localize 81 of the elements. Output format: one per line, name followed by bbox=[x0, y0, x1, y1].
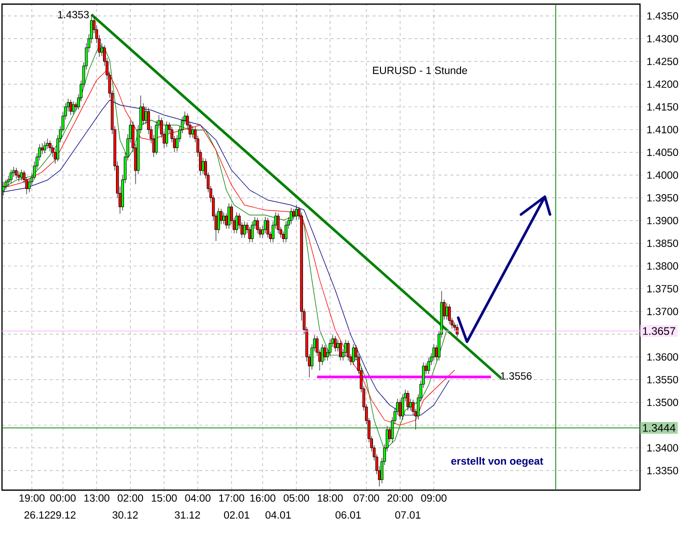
y-tick-label: 1.3600 bbox=[647, 353, 678, 361]
ref-line-label: 1.3444 bbox=[643, 424, 676, 432]
y-tick-label: 1.4350 bbox=[647, 12, 678, 20]
candlestick bbox=[235, 212, 238, 234]
candlestick bbox=[290, 208, 293, 224]
text: 07.01 bbox=[395, 511, 420, 519]
y-tick-label: 1.3750 bbox=[647, 285, 678, 292]
y-tick-label: 1.3900 bbox=[647, 216, 678, 224]
candlestick bbox=[427, 358, 430, 374]
candlestick bbox=[69, 99, 72, 116]
text: EURUSD - 1 Stunde bbox=[373, 66, 468, 74]
x-tick-label: 20:00 bbox=[388, 494, 413, 502]
candlestick bbox=[40, 143, 44, 154]
text: 06.01 bbox=[336, 511, 361, 519]
text: 30.12 bbox=[112, 511, 138, 519]
y-tick-label: 1.3400 bbox=[647, 444, 678, 452]
candlestick bbox=[445, 303, 448, 320]
candlestick bbox=[228, 203, 230, 229]
x-tick-label: 02:00 bbox=[118, 494, 144, 502]
candlestick bbox=[266, 218, 270, 238]
candlestick bbox=[256, 218, 259, 234]
candlestick bbox=[406, 390, 410, 411]
candlestick bbox=[264, 216, 267, 234]
candlestick bbox=[250, 221, 254, 243]
y-tick-label: 1.3950 bbox=[647, 194, 678, 202]
x-tick-label: 17:00 bbox=[219, 494, 244, 502]
y-tick-label: 1.4200 bbox=[647, 80, 678, 88]
candlestick bbox=[292, 208, 296, 220]
x-tick-label: 15:00 bbox=[152, 494, 177, 502]
x-tick-label: 16:00 bbox=[250, 494, 276, 502]
text: 31.12 bbox=[174, 511, 200, 519]
x-tick-label: 18:00 bbox=[318, 494, 343, 502]
candlestick bbox=[165, 121, 168, 148]
candlestick bbox=[344, 339, 348, 356]
y-tick-label: 1.4300 bbox=[647, 34, 678, 42]
x-tick-label: 04:00 bbox=[185, 494, 210, 502]
y-tick-label: 1.3550 bbox=[647, 376, 678, 384]
candlestick bbox=[401, 394, 404, 420]
candlestick bbox=[294, 204, 298, 220]
y-tick-label: 1.3700 bbox=[647, 308, 678, 316]
y-tick-label: 1.4100 bbox=[647, 126, 678, 134]
x-tick-label: 00:00 bbox=[50, 494, 76, 502]
text: 02.01 bbox=[224, 511, 250, 519]
y-tick-label: 1.4150 bbox=[647, 103, 678, 111]
annotation: erstellt von oegeat bbox=[451, 457, 544, 467]
candlestick bbox=[276, 213, 280, 234]
candlestick bbox=[222, 212, 226, 224]
y-tick-label: 1.3500 bbox=[647, 398, 678, 406]
x-tick-label: 05:00 bbox=[284, 494, 310, 502]
candlestick bbox=[323, 344, 326, 361]
candlestick bbox=[432, 344, 436, 361]
candlestick bbox=[346, 340, 350, 361]
y-tick-label: 1.3350 bbox=[647, 466, 678, 474]
ref-line-label: 1.3657 bbox=[643, 327, 676, 335]
x-tick-label: 13:00 bbox=[84, 494, 110, 502]
candlestick bbox=[398, 399, 402, 420]
y-tick-label: 1.4250 bbox=[647, 58, 678, 66]
text: 26.12 bbox=[24, 511, 50, 519]
candlestick bbox=[448, 304, 451, 324]
candlestick bbox=[14, 168, 18, 179]
x-tick-label: 07:00 bbox=[354, 494, 380, 502]
y-tick-label: 1.3850 bbox=[647, 240, 678, 247]
x-tick-label: 19:00 bbox=[20, 494, 45, 502]
candlestick bbox=[72, 101, 75, 114]
y-tick-label: 1.3800 bbox=[647, 262, 678, 270]
candlestick bbox=[352, 344, 355, 366]
candlestick bbox=[328, 339, 332, 356]
candlestick bbox=[339, 340, 342, 361]
y-tick-label: 1.4000 bbox=[647, 171, 678, 179]
candlestick bbox=[10, 169, 13, 184]
candlestick bbox=[43, 141, 46, 154]
candlestick bbox=[248, 226, 252, 243]
x-tick-label: 09:00 bbox=[421, 494, 446, 502]
y-tick-label: 1.4050 bbox=[647, 148, 678, 156]
text: 29.12 bbox=[50, 511, 76, 519]
candlestick bbox=[334, 336, 337, 352]
text: 04.01 bbox=[266, 511, 291, 519]
candlestick bbox=[284, 221, 288, 243]
annotation: 1.4353 bbox=[58, 10, 89, 18]
candlestick bbox=[243, 221, 246, 238]
annotation: 1.3556 bbox=[500, 372, 532, 380]
